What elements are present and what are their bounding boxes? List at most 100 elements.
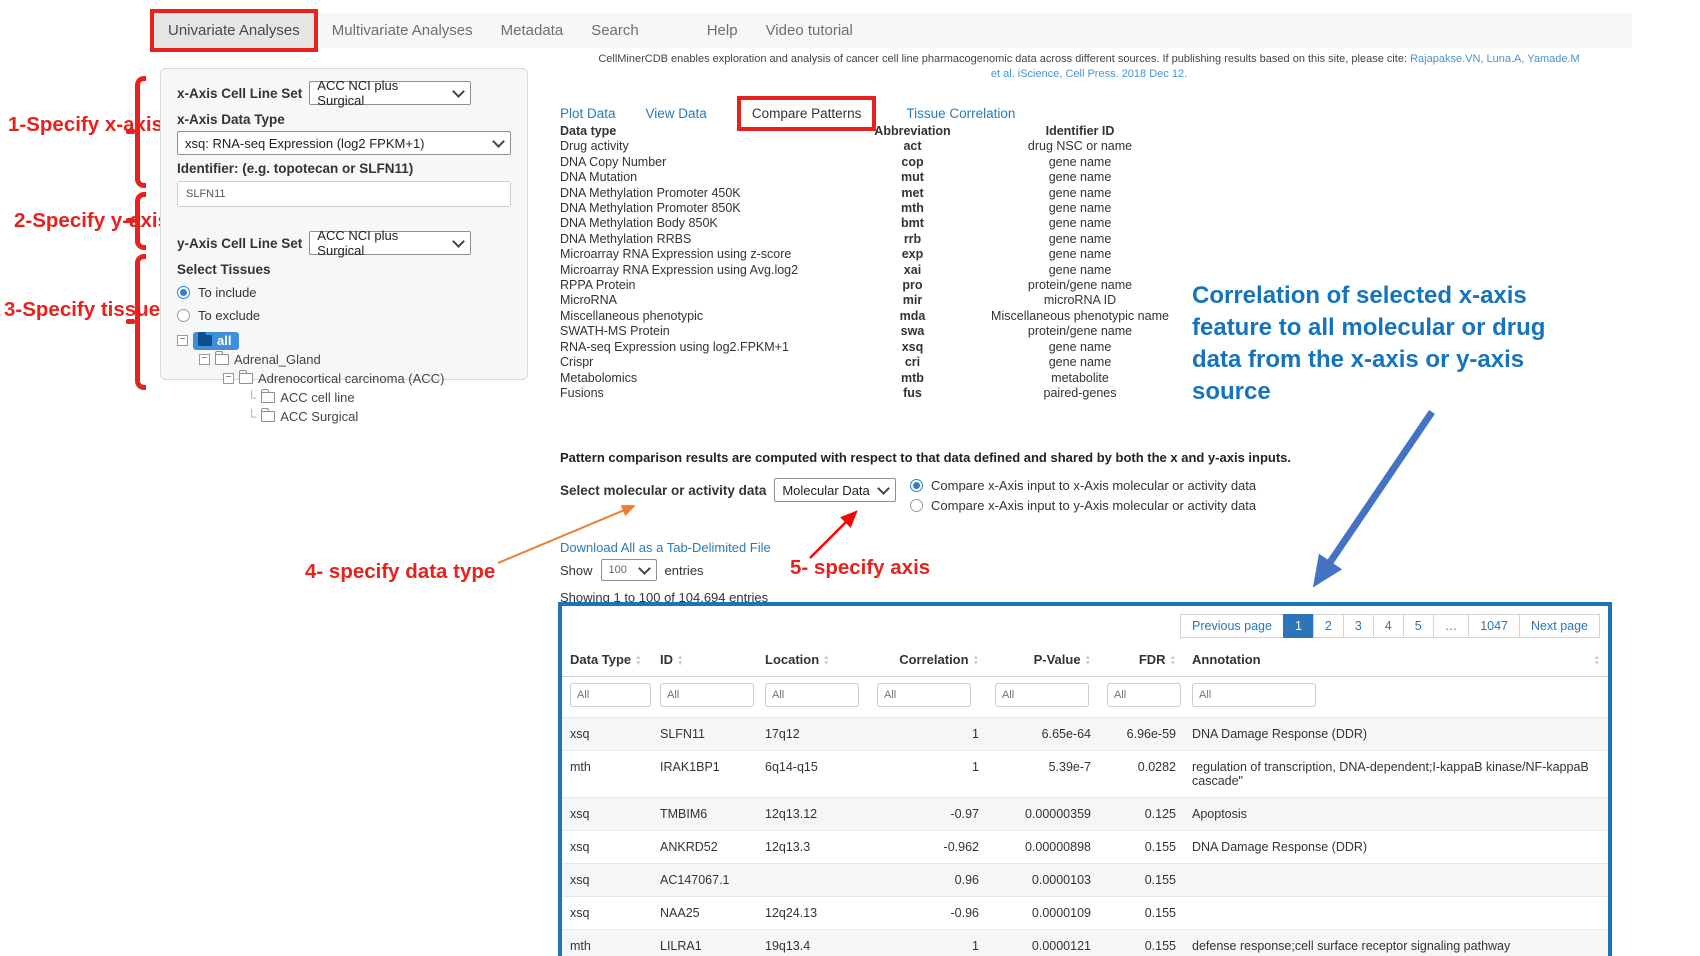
sort-icon[interactable]: ▲ ▼ xyxy=(1169,654,1176,667)
page-button-2[interactable]: 2 xyxy=(1312,614,1344,638)
tab-compare-patterns[interactable]: Compare Patterns xyxy=(751,106,862,121)
show-entries-value: 100 xyxy=(608,564,627,576)
sort-icon[interactable]: ▲ ▼ xyxy=(1084,654,1091,667)
filter-fdr-input[interactable] xyxy=(1107,683,1181,707)
citation-text: CellMinerCDB enables exploration and ana… xyxy=(558,52,1620,82)
page-button-4[interactable]: 4 xyxy=(1372,614,1404,638)
tree-node-adrenal-gland-label: Adrenal_Gland xyxy=(234,352,321,367)
y-axis-cell-line-set-select[interactable]: ACC NCI plus Surgical xyxy=(309,228,472,258)
header-data-type[interactable]: Data Type ▲ ▼ xyxy=(562,644,652,677)
tree-node-acc-surgical-label: ACC Surgical xyxy=(280,409,359,424)
sort-icon[interactable]: ▲ ▼ xyxy=(823,654,830,667)
table-row: xsq TMBIM6 12q13.12 -0.97 0.00000359 0.125 Apo… xyxy=(562,797,1608,831)
filter-location-input[interactable] xyxy=(765,683,859,707)
tab-view-data[interactable]: View Data xyxy=(645,106,707,121)
red-brace-1 xyxy=(126,76,146,188)
citation-link-authors[interactable]: Rajapakse.VN, Luna.A, Yamade.M xyxy=(1410,53,1580,65)
page-button-5[interactable]: 5 xyxy=(1402,614,1434,638)
header-id[interactable]: ID ▲ ▼ xyxy=(652,644,757,677)
citation-link-journal[interactable]: et al. iScience, Cell Press. 2018 Dec 12… xyxy=(990,68,1188,80)
x-axis-data-type-select[interactable]: xsq: RNA-seq Expression (log2 FPKM+1) xyxy=(177,131,511,155)
download-link[interactable]: Download All as a Tab-Delimited File xyxy=(560,540,771,555)
red-highlight-box-compare-patterns: Compare Patterns xyxy=(736,96,877,131)
collapse-icon[interactable]: − xyxy=(177,335,188,346)
folder-icon xyxy=(239,370,253,384)
table-row: DNA Methylation Promoter 850K mth gene nam… xyxy=(560,201,1112,216)
show-entries-select[interactable]: 100 xyxy=(600,559,657,581)
sort-icon[interactable]: ▲ ▼ xyxy=(1593,654,1600,667)
exclude-radio-label: To exclude xyxy=(198,308,261,323)
x-axis-cell-line-set-select[interactable]: ACC NCI plus Surgical xyxy=(309,78,472,108)
header-annotation[interactable]: Annotation ▲ ▼ xyxy=(1184,644,1608,677)
header-fdr[interactable]: FDR ▲ ▼ xyxy=(1099,644,1184,677)
filter-correlation-input[interactable] xyxy=(877,683,971,707)
page-button-1[interactable]: 1 xyxy=(1282,614,1314,638)
tree-connector: └ xyxy=(247,409,257,424)
nav-item-metadata[interactable]: Metadata xyxy=(500,22,564,39)
include-radio[interactable] xyxy=(177,286,190,299)
sort-icon[interactable]: ▲ ▼ xyxy=(677,654,684,667)
red-arrow xyxy=(809,510,858,559)
page-button-1047[interactable]: 1047 xyxy=(1468,614,1521,638)
tree-node-acc-cell-line[interactable]: └ ACC cell line xyxy=(177,388,511,407)
pagination: Previous page 1 2 3 4 5 … 1047 Next page xyxy=(562,606,1608,644)
chevron-down-icon xyxy=(637,561,651,575)
header-correlation[interactable]: Correlation ▲ ▼ xyxy=(869,644,987,677)
header-p-value[interactable]: P-Value ▲ ▼ xyxy=(987,644,1099,677)
results-header-row: Data Type ▲ ▼ ID ▲ ▼ Location ▲ ▼ Correlation ▲… xyxy=(562,644,1608,677)
filter-data-type-input[interactable] xyxy=(570,683,651,707)
correlation-results-table: Data Type ▲ ▼ ID ▲ ▼ Location ▲ ▼ Correlation ▲… xyxy=(562,644,1608,956)
exclude-radio[interactable] xyxy=(177,309,190,322)
x-axis-cell-line-set-value: ACC NCI plus Surgical xyxy=(317,78,399,108)
table-row: DNA Methylation RRBS rrb gene name xyxy=(560,231,1112,246)
red-highlight-box-univariate: Univariate Analyses xyxy=(150,9,318,52)
analysis-tabs: Plot Data View Data Compare Patterns Tis… xyxy=(560,96,1015,131)
collapse-icon[interactable]: − xyxy=(223,373,234,384)
table-row: SWATH-MS Protein swa protein/gene name xyxy=(560,324,1133,339)
citation-body: CellMinerCDB enables exploration and ana… xyxy=(598,53,1408,65)
compare-x-axis-label: Compare x-Axis input to x-Axis molecular… xyxy=(931,478,1257,493)
table-row: xsq ANKRD52 12q13.3 -0.962 0.00000898 0.155 DN… xyxy=(562,830,1608,864)
filter-annotation-input[interactable] xyxy=(1192,683,1316,707)
table-row: Crispr cri gene name xyxy=(560,355,1112,370)
table-row: RNA-seq Expression using log2.FPKM+1 xsq g… xyxy=(560,339,1112,354)
table-row: xsq AC147067.1 0.96 0.0000103 0.155 xyxy=(562,863,1608,897)
sort-icon[interactable]: ▲ ▼ xyxy=(635,654,642,667)
next-page-button[interactable]: Next page xyxy=(1519,614,1600,638)
tree-node-acc-surgical[interactable]: └ ACC Surgical xyxy=(177,407,511,426)
molecular-data-value: Molecular Data xyxy=(782,482,870,498)
pattern-comparison-note: Pattern comparison results are computed … xyxy=(560,450,1292,465)
axis-settings-panel: x-Axis Cell Line Set ACC NCI plus Surgic… xyxy=(160,68,528,424)
molecular-data-select[interactable]: Molecular Data xyxy=(774,478,897,502)
filter-p-value-input[interactable] xyxy=(995,683,1089,707)
nav-item-multivariate-analyses[interactable]: Multivariate Analyses xyxy=(331,22,473,39)
filter-id-input[interactable] xyxy=(660,683,754,707)
nav-item-video-tutorial[interactable]: Video tutorial xyxy=(765,22,853,39)
previous-page-button[interactable]: Previous page xyxy=(1180,614,1284,638)
identifier-input[interactable] xyxy=(177,181,511,207)
nav-item-help[interactable]: Help xyxy=(706,22,738,39)
table-row: MicroRNA mir microRNA ID xyxy=(560,293,1117,308)
tree-node-adrenal-gland[interactable]: − Adrenal_Gland xyxy=(177,350,511,369)
annotation-step4: 4- specify data type xyxy=(305,560,496,583)
collapse-icon[interactable]: − xyxy=(199,354,210,365)
identifier-label: Identifier: (e.g. topotecan or SLFN11) xyxy=(177,161,414,176)
nav-item-univariate-analyses[interactable]: Univariate Analyses xyxy=(154,13,314,48)
compare-x-axis-radio[interactable] xyxy=(910,479,923,492)
compare-y-axis-radio[interactable] xyxy=(910,499,923,512)
filter-row xyxy=(562,677,1608,718)
page-ellipsis: … xyxy=(1432,614,1470,638)
page-button-3[interactable]: 3 xyxy=(1342,614,1374,638)
table-row: mth LILRA1 19q13.4 1 0.0000121 0.155 defense r… xyxy=(562,929,1608,956)
tree-node-acc[interactable]: − Adrenocortical carcinoma (ACC) xyxy=(177,369,511,388)
table-row: DNA Methylation Body 850K bmt gene name xyxy=(560,216,1112,231)
nav-item-search[interactable]: Search xyxy=(591,22,639,39)
table-row: Fusions fus paired-genes xyxy=(560,385,1117,400)
tab-tissue-correlation[interactable]: Tissue Correlation xyxy=(906,106,1016,121)
compare-y-axis-label: Compare x-Axis input to y-Axis molecular… xyxy=(931,498,1257,513)
tab-plot-data[interactable]: Plot Data xyxy=(560,106,616,121)
table-row: mth IRAK1BP1 6q14-q15 1 5.39e-7 0.0282 regulat… xyxy=(562,750,1608,798)
header-location[interactable]: Location ▲ ▼ xyxy=(757,644,869,677)
tree-node-all[interactable]: − all xyxy=(177,331,511,350)
sort-icon[interactable]: ▲ ▼ xyxy=(972,654,979,667)
